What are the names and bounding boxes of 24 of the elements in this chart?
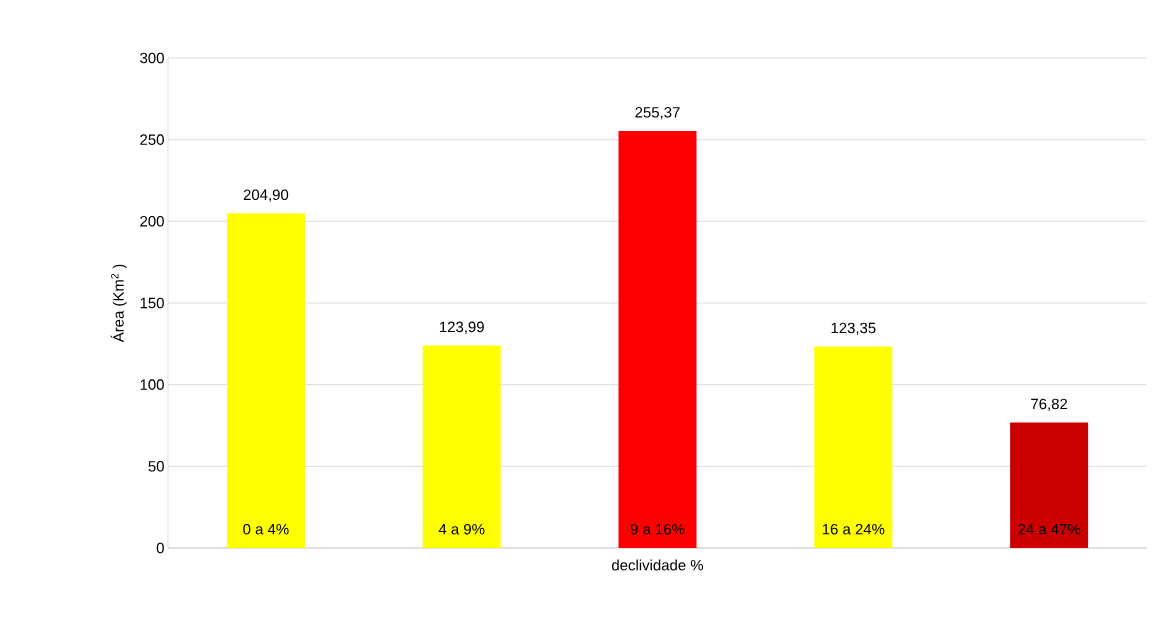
y-tick-label: 100 [140,379,164,390]
y-axis-title: Área (Km$^{2}$ ) [110,264,127,343]
data-label: 76,82 [1031,398,1068,411]
y-tick-label: 250 [140,134,164,145]
data-label: 123,99 [440,321,484,334]
x-tick-label: 0 a 4% [243,523,289,535]
data-label: 123,35 [831,322,876,335]
bar [1010,422,1089,548]
x-axis-title: declividade % [612,559,704,571]
data-label: 255,37 [635,107,680,120]
bar [618,130,697,548]
bar [814,346,893,548]
x-tick-label: 24 a 47% [1018,523,1081,535]
bar [422,345,501,548]
data-label: 204,90 [243,189,289,202]
y-tick-label: 150 [140,297,164,309]
bar [226,213,305,548]
y-tick-label: 50 [148,461,164,472]
x-tick-label: 4 a 9% [438,523,485,535]
x-tick-label: 9 a 16% [630,523,685,535]
y-tick-label: 0 [156,542,164,554]
y-tick-label: 200 [140,216,164,227]
y-tick-label: 300 [140,52,164,64]
x-tick-label: 16 a 24% [822,523,885,535]
